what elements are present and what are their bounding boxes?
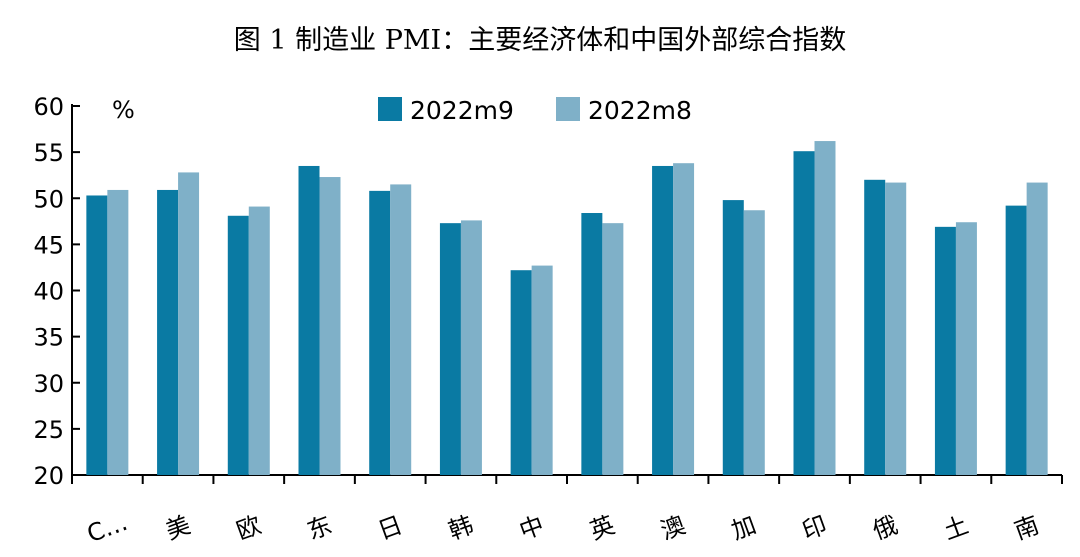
bar-2022m8 [390, 184, 412, 475]
legend-swatch [378, 97, 402, 121]
bar-2022m8 [814, 141, 836, 475]
chart-title: 图 1 制造业 PMI：主要经济体和中国外部综合指数 [233, 25, 847, 56]
x-tick-label: 欧 [233, 511, 265, 546]
bar-2022m8 [1026, 182, 1048, 475]
x-tick-label: 美 [162, 511, 194, 546]
bar-2022m8 [955, 222, 977, 475]
bar-2022m8 [460, 220, 482, 475]
bar-2022m9 [298, 165, 320, 475]
x-tick-label: 印 [798, 511, 830, 546]
bar-2022m9 [652, 165, 674, 475]
bar-2022m9 [934, 226, 956, 475]
y-tick-label: 30 [33, 370, 64, 398]
bar-2022m8 [107, 189, 129, 475]
bar-2022m9 [864, 179, 886, 476]
y-tick-label: 45 [33, 231, 64, 259]
bar-2022m8 [531, 265, 553, 475]
bar-2022m9 [227, 215, 249, 475]
x-tick-label: 东 [303, 511, 335, 546]
legend-label: 2022m8 [588, 96, 692, 125]
x-tick-label: 土 [940, 511, 972, 546]
legend-label: 2022m9 [410, 96, 514, 125]
y-tick-label: 20 [33, 462, 64, 490]
legend: 2022m9 2022m8 [378, 96, 692, 125]
bar-2022m8 [602, 223, 624, 475]
bar-2022m8 [743, 210, 765, 475]
bar-2022m9 [793, 151, 815, 475]
legend-swatch [556, 97, 580, 121]
bar-2022m8 [248, 206, 270, 476]
bar-2022m9 [439, 223, 461, 475]
y-tick-label: 50 [33, 185, 64, 213]
y-tick-label: 55 [33, 139, 64, 167]
x-tick-label: 澳 [657, 511, 689, 546]
bar-2022m8 [885, 182, 907, 475]
x-tick-label: 日 [374, 511, 406, 546]
y-tick-label: 25 [33, 416, 64, 444]
bar-2022m9 [86, 195, 108, 476]
x-tick-label: 俄 [869, 511, 901, 546]
bar-2022m9 [1005, 205, 1027, 475]
x-tick-label: 韩 [445, 511, 477, 546]
y-tick-label: 35 [33, 324, 64, 352]
bar-2022m8 [178, 172, 200, 476]
bar-2022m9 [581, 213, 603, 475]
x-tick-label: 加 [728, 511, 760, 546]
x-tick-label: 英 [586, 511, 618, 546]
bar-2022m9 [369, 190, 391, 475]
x-axis: C… 美 欧 东 日 韩 中 英 澳 加 印 俄 土 南 [71, 474, 1063, 548]
x-tick-label: 南 [1011, 511, 1043, 546]
x-tick-label: 中 [516, 511, 548, 546]
bar-2022m8 [319, 177, 341, 475]
y-axis: 20 25 30 35 40 45 50 55 60 [33, 93, 80, 490]
y-axis-unit-label: % [112, 96, 135, 124]
bars-group [86, 141, 1048, 476]
y-tick-label: 60 [33, 93, 64, 121]
y-tick-label: 40 [33, 278, 64, 306]
bar-2022m9 [510, 270, 532, 475]
bar-2022m8 [673, 163, 695, 475]
bar-2022m9 [157, 189, 179, 475]
bar-2022m9 [722, 200, 744, 475]
x-tick-label: C… [83, 508, 131, 548]
